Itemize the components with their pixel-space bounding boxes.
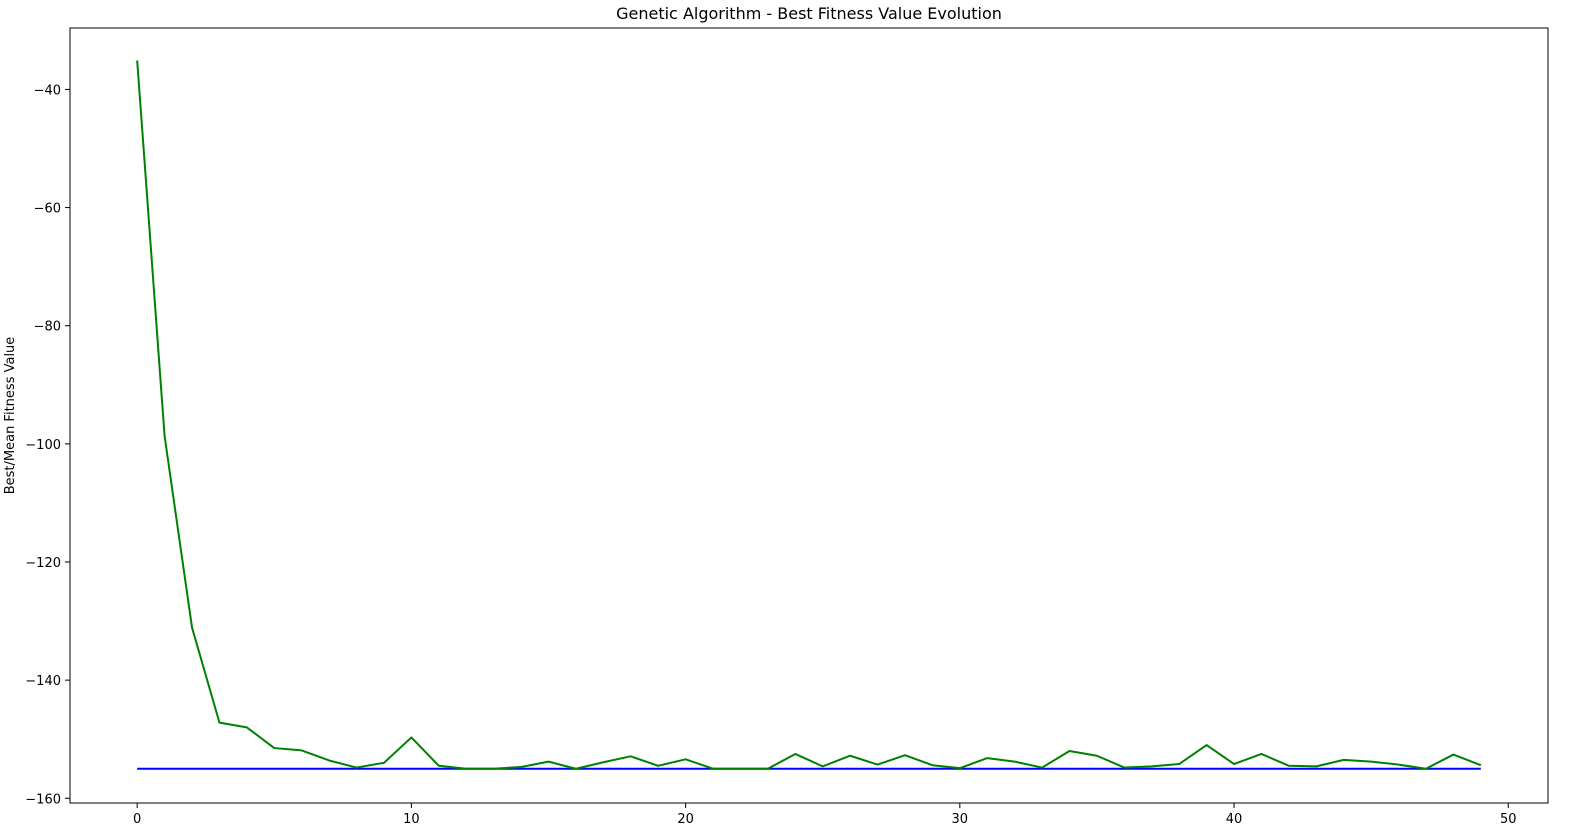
chart-title: Genetic Algorithm - Best Fitness Value E…	[616, 4, 1002, 23]
series-line-2	[136, 60, 1482, 770]
x-tick-label: 40	[1226, 812, 1243, 827]
x-tick-label: 20	[677, 812, 694, 827]
y-tick-label: −100	[25, 438, 61, 453]
x-tick-label: 10	[403, 812, 420, 827]
y-axis-label: Best/Mean Fitness Value	[3, 337, 18, 495]
y-tick-label: −60	[34, 202, 61, 217]
x-tick-label: 30	[952, 812, 969, 827]
x-tick-label: 50	[1500, 812, 1517, 827]
y-tick-label: −160	[25, 792, 61, 807]
y-tick-label: −120	[25, 556, 61, 571]
y-tick-label: −80	[34, 320, 61, 335]
x-tick-label: 0	[133, 812, 141, 827]
y-tick-label: −140	[25, 674, 61, 689]
axis-ticks: 0 10 20 30 40 50 −160 −140 −120 −100 −80 −60 −40	[25, 83, 1516, 827]
series-layer	[136, 60, 1482, 770]
y-tick-label: −40	[34, 83, 61, 98]
plot-frame	[69, 27, 1549, 804]
